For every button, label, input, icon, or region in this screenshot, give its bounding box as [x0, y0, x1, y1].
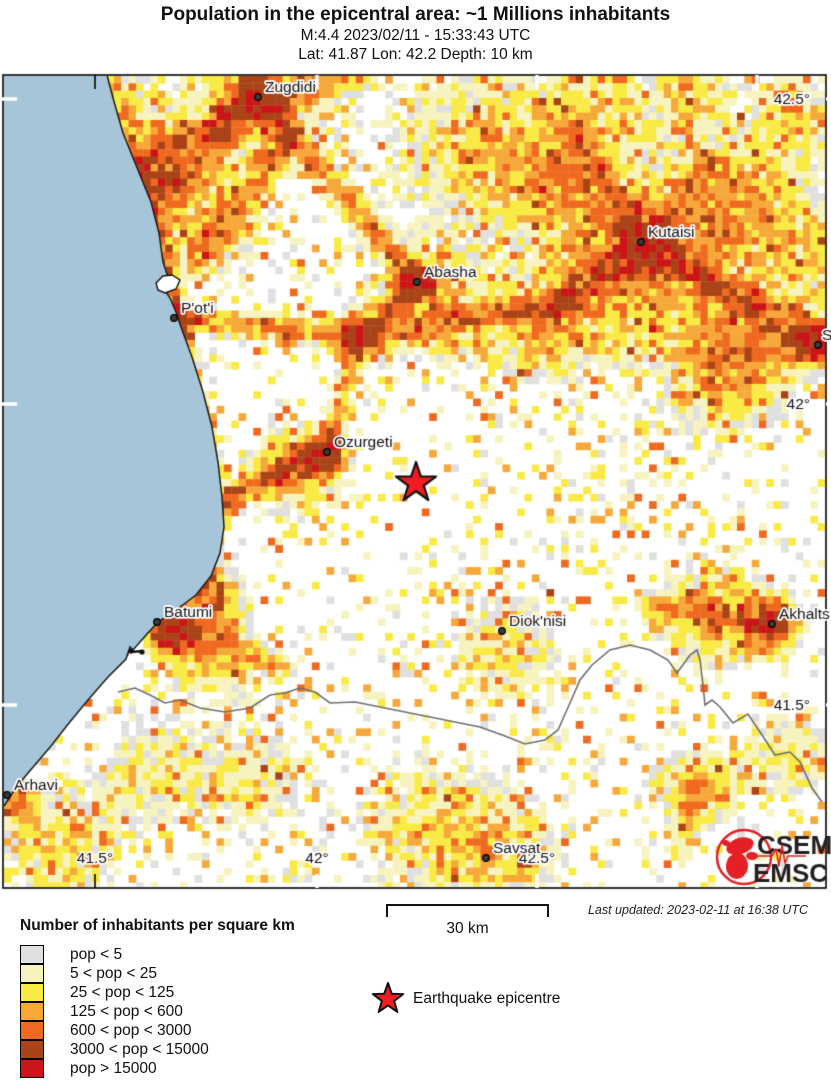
epicentre-star-icon [371, 982, 405, 1013]
epicentre-legend: Earthquake epicentre [370, 981, 560, 1017]
legend-row: 5 < pop < 25 [20, 963, 295, 983]
legend-row: 125 < pop < 600 [20, 1001, 295, 1021]
epicentre-label: Earthquake epicentre [413, 990, 561, 1007]
event-coordinates-depth: Lat: 41.87 Lon: 42.2 Depth: 10 km [298, 46, 533, 63]
legend-row: 600 < pop < 3000 [20, 1020, 295, 1040]
page-title: Population in the epicentral area: ~1 Mi… [160, 4, 671, 25]
legend-label: 600 < pop < 3000 [70, 1021, 192, 1039]
scale-bar-label: 30 km [446, 920, 489, 937]
legend-label: pop < 5 [70, 945, 123, 963]
legend-row: pop < 5 [20, 944, 295, 964]
header: Population in the epicentral area: ~1 Mi… [0, 0, 831, 64]
legend-label: 3000 < pop < 15000 [70, 1040, 209, 1058]
legend-label: pop > 15000 [70, 1059, 157, 1077]
legend: Number of inhabitants per square km pop … [20, 917, 295, 1078]
legend-swatch [20, 982, 44, 1002]
legend-swatch [20, 1058, 44, 1078]
legend-swatch [20, 963, 44, 983]
legend-row: 3000 < pop < 15000 [20, 1039, 295, 1059]
legend-swatch [20, 1020, 44, 1040]
legend-label: 5 < pop < 25 [70, 964, 158, 982]
last-updated: Last updated: 2023-02-11 at 16:38 UTC [587, 903, 808, 917]
legend-swatch [20, 944, 44, 964]
legend-label: 25 < pop < 125 [70, 983, 175, 1001]
event-magnitude-time: M:4.4 2023/02/11 - 15:33:43 UTC [300, 27, 531, 44]
legend-row: pop > 15000 [20, 1058, 295, 1078]
legend-title: Number of inhabitants per square km [20, 917, 295, 934]
legend-swatch [20, 1039, 44, 1059]
legend-swatch [20, 1001, 44, 1021]
scale-bar: 30 km [386, 904, 549, 938]
legend-label: 125 < pop < 600 [70, 1002, 183, 1020]
legend-row: 25 < pop < 125 [20, 982, 295, 1002]
scale-bar-bracket [386, 904, 549, 917]
